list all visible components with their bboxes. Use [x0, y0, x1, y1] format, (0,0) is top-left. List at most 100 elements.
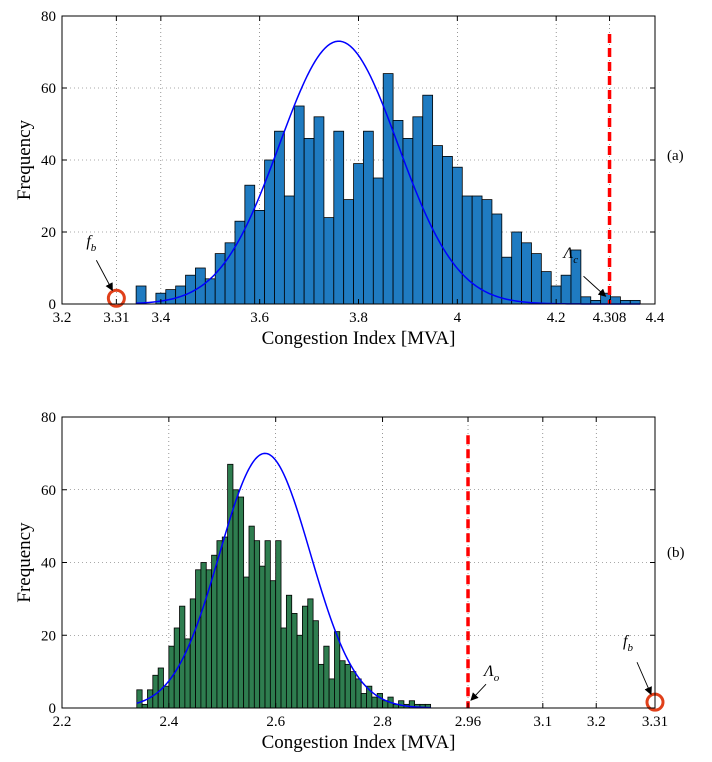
histogram-bar — [259, 565, 266, 709]
histogram-bar — [254, 209, 266, 305]
x-tick-label: 4.4 — [646, 310, 665, 326]
x-tick-label: 2.2 — [53, 714, 72, 730]
fb-annotation-label: fb — [623, 633, 633, 654]
histogram-panel-b: 2.2 2.4 2.6 2.8 2.96 3.1 3.2 3.31 0 20 40 60 80 Cong… — [14, 410, 685, 753]
y-tick-label: 80 — [41, 410, 56, 426]
histogram-bar — [328, 678, 335, 709]
histogram-bar — [216, 540, 223, 709]
histogram-bar — [422, 94, 434, 305]
histogram-bar — [303, 137, 315, 305]
histogram-bar — [350, 671, 357, 709]
histogram-bar — [275, 540, 282, 709]
y-tick-label: 0 — [49, 701, 57, 717]
lambda-annotation-label: Λo — [482, 663, 500, 684]
histogram-bar — [312, 620, 319, 709]
histogram-bar — [274, 130, 285, 305]
histogram-bar — [451, 166, 463, 305]
histogram-bar — [285, 594, 293, 709]
histogram-bar — [232, 489, 239, 709]
x-tick-label: 3.31 — [103, 310, 129, 326]
histogram-bar — [371, 696, 378, 709]
axis-ticks: 2.2 2.4 2.6 2.8 2.96 3.1 3.2 3.31 0 20 40 60 80 — [41, 410, 668, 730]
normal-fit-curve — [136, 452, 431, 709]
x-tick-label: 3.4 — [151, 310, 170, 326]
histogram-bar — [610, 296, 621, 305]
histogram-bar — [248, 525, 255, 709]
histogram-bar — [283, 195, 295, 305]
histogram-bar — [491, 213, 503, 305]
y-axis-label: Frequency — [14, 119, 35, 200]
histogram-bar — [333, 130, 345, 305]
histogram-bar — [323, 217, 335, 305]
histogram-bar — [511, 231, 522, 305]
annotations: fb Λc — [86, 233, 607, 297]
histogram-bar — [323, 645, 330, 709]
histogram-bar — [280, 627, 287, 709]
panel-label: (a) — [667, 148, 684, 164]
histogram-bar — [372, 177, 384, 305]
histogram-bar — [334, 631, 341, 709]
histogram-bar — [224, 242, 236, 305]
histogram-bar — [291, 613, 298, 709]
x-tick-label: 3.2 — [53, 310, 72, 326]
histogram-bar — [560, 274, 572, 305]
histogram-bar — [237, 496, 245, 709]
x-tick-label: 3.1 — [533, 714, 552, 730]
bars — [136, 463, 432, 709]
histogram-bar — [344, 663, 351, 709]
y-tick-label: 20 — [41, 628, 56, 644]
histogram-bar — [227, 463, 234, 709]
fb-annotation-arrow — [636, 661, 652, 696]
x-axis-label: Congestion Index [MVA] — [262, 732, 456, 753]
histogram-bar — [318, 663, 325, 709]
axis-ticks: 3.2 3.31 3.4 3.6 3.8 4 4.2 4.308 4.4 0 20 40 60 80 — [41, 9, 665, 326]
histogram-bar — [343, 199, 354, 305]
panel-label: (b) — [667, 545, 685, 561]
histogram-bar — [253, 540, 261, 709]
histogram-bar — [412, 116, 424, 305]
histogram-bar — [234, 220, 246, 305]
y-tick-label: 40 — [41, 153, 56, 169]
fb-marker — [106, 288, 126, 308]
y-tick-label: 80 — [41, 9, 56, 25]
x-tick-label: 3.6 — [250, 310, 269, 326]
bars — [135, 73, 641, 305]
histogram-bar — [195, 569, 202, 709]
histogram-bar — [355, 678, 362, 709]
histogram-bar — [152, 674, 159, 709]
lambda-annotation-arrow — [470, 683, 487, 701]
marker-group — [106, 288, 126, 308]
histogram-bar — [392, 120, 404, 305]
x-tick-label: 3.8 — [349, 310, 368, 326]
histogram-bar — [136, 689, 143, 709]
histogram-bar — [264, 540, 271, 709]
x-tick-label: 4.308 — [593, 310, 627, 326]
x-axis-label: Congestion Index [MVA] — [262, 328, 456, 349]
y-tick-label: 20 — [41, 225, 56, 241]
annotations: Λo fb — [470, 633, 652, 701]
histogram-bar — [221, 536, 229, 709]
histogram-bar — [141, 703, 148, 709]
y-tick-label: 60 — [41, 483, 56, 499]
histogram-bar — [521, 242, 532, 305]
histogram-bar — [501, 256, 513, 305]
histogram-bar — [471, 195, 483, 305]
histogram-bar — [363, 130, 374, 305]
histogram-bar — [243, 576, 250, 709]
histogram-bar — [461, 195, 473, 305]
histogram-bar — [307, 598, 314, 709]
histogram-bar — [185, 274, 196, 305]
y-tick-label: 0 — [49, 297, 57, 313]
histogram-bar — [165, 289, 177, 305]
grid-lines — [61, 416, 656, 709]
x-tick-label: 2.8 — [373, 714, 392, 730]
y-tick-label: 60 — [41, 81, 56, 97]
histogram-bar — [302, 605, 309, 709]
histogram-bar — [244, 184, 256, 305]
histogram-bar — [135, 285, 147, 305]
histogram-bar — [200, 562, 207, 709]
histogram-bar — [531, 253, 542, 305]
x-tick-label: 2.6 — [266, 714, 285, 730]
histogram-panel-a: 3.2 3.31 3.4 3.6 3.8 4 4.2 4.308 4.4 0 20 40 60 80 Co… — [14, 9, 684, 349]
x-tick-label: 4.2 — [547, 310, 566, 326]
